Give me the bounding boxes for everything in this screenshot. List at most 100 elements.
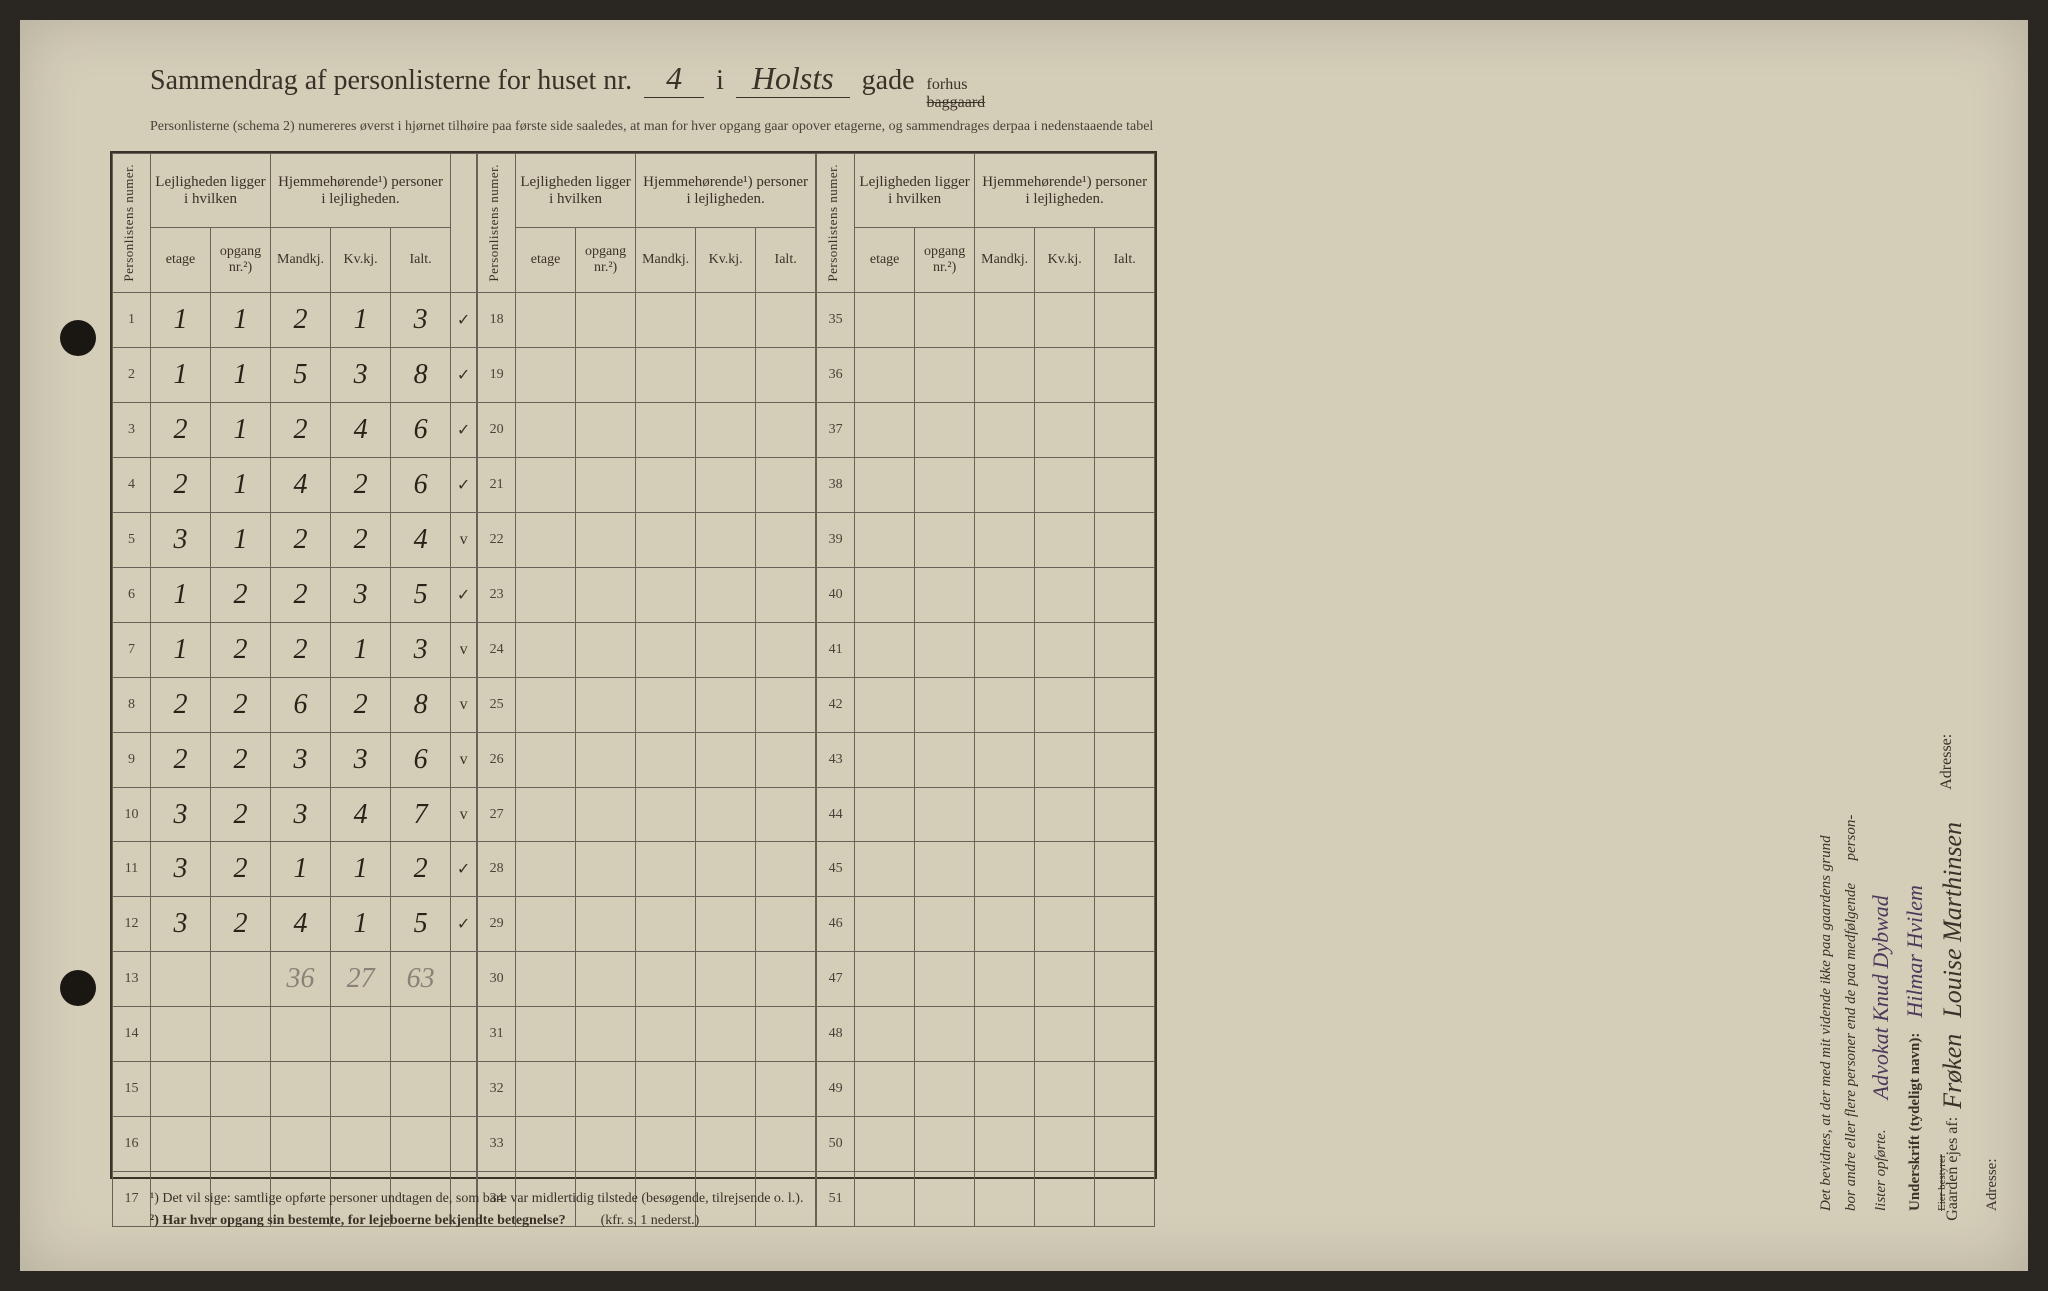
cell-i <box>1095 732 1155 787</box>
row-number: 50 <box>817 1117 855 1172</box>
row-number: 9 <box>113 732 151 787</box>
cell-m <box>975 1172 1035 1227</box>
cell-k <box>696 457 756 512</box>
cell-opgang <box>211 1117 271 1172</box>
ledger-tables: Personlistens numer. Lejligheden ligger i… <box>110 151 1157 1179</box>
cell-opgang <box>915 842 975 897</box>
table-row: 712213v <box>113 622 477 677</box>
col-personlistens: Personlistens numer. <box>823 158 843 288</box>
cell-i: 8 <box>391 677 451 732</box>
cell-opgang <box>576 292 636 347</box>
cell-etage: 3 <box>151 787 211 842</box>
street-name: Holsts <box>736 60 850 98</box>
cell-i <box>1095 292 1155 347</box>
cell-k <box>696 567 756 622</box>
colgroup-hjemme: Hjemmehørende¹) personer i lejligheden. <box>271 154 451 228</box>
cell-opgang: 1 <box>211 292 271 347</box>
cell-i <box>756 1117 816 1172</box>
row-number: 11 <box>113 842 151 897</box>
table-row: 48 <box>817 1007 1155 1062</box>
cell-i: 4 <box>391 512 451 567</box>
cell-check: ✓ <box>451 842 477 897</box>
row-number: 12 <box>113 897 151 952</box>
cell-opgang <box>576 732 636 787</box>
col-kvkj: Kv.kj. <box>1035 228 1095 293</box>
cell-etage <box>151 952 211 1007</box>
cell-etage: 2 <box>151 677 211 732</box>
table-row: 27 <box>478 787 816 842</box>
table-row: 39 <box>817 512 1155 567</box>
table-row: 42 <box>817 677 1155 732</box>
cell-opgang <box>576 952 636 1007</box>
cell-k: 3 <box>331 347 391 402</box>
row-number: 4 <box>113 457 151 512</box>
colgroup-lejlighed: Lejligheden ligger i hvilken <box>516 154 636 228</box>
cell-m <box>975 1062 1035 1117</box>
col-etage: etage <box>516 228 576 293</box>
cell-check <box>451 1062 477 1117</box>
cell-m <box>975 842 1035 897</box>
cell-m <box>975 292 1035 347</box>
table-row: 822628v <box>113 677 477 732</box>
table-row: 21 <box>478 457 816 512</box>
cell-etage <box>855 842 915 897</box>
cell-i <box>756 1062 816 1117</box>
cell-etage <box>855 677 915 732</box>
cell-k: 1 <box>331 292 391 347</box>
row-number: 39 <box>817 512 855 567</box>
table-row: 29 <box>478 897 816 952</box>
cell-etage: 3 <box>151 897 211 952</box>
cell-opgang <box>915 512 975 567</box>
cell-etage <box>151 1062 211 1117</box>
table-row: 16 <box>113 1117 477 1172</box>
table-row: 18 <box>478 292 816 347</box>
cell-etage <box>516 402 576 457</box>
cell-etage <box>855 1172 915 1227</box>
cell-etage <box>855 347 915 402</box>
cell-m <box>975 787 1035 842</box>
row-number: 6 <box>113 567 151 622</box>
cell-etage: 2 <box>151 457 211 512</box>
cell-i <box>756 567 816 622</box>
table-row: 922336v <box>113 732 477 787</box>
cell-etage <box>516 897 576 952</box>
cell-etage <box>855 622 915 677</box>
cell-k <box>696 622 756 677</box>
row-number: 15 <box>113 1062 151 1117</box>
table-row: 28 <box>478 842 816 897</box>
cell-i <box>1095 1117 1155 1172</box>
cell-etage <box>855 567 915 622</box>
col-ialt: Ialt. <box>756 228 816 293</box>
cell-k <box>1035 842 1095 897</box>
option-forhus: forhus <box>927 76 986 94</box>
table-row: 33 <box>478 1117 816 1172</box>
table-row: 40 <box>817 567 1155 622</box>
table-row: 32 <box>478 1062 816 1117</box>
cell-opgang <box>915 1062 975 1117</box>
cell-i <box>1095 677 1155 732</box>
adresse-label: Adresse: <box>1984 120 2001 1211</box>
cell-m <box>636 1007 696 1062</box>
cell-opgang <box>915 1172 975 1227</box>
cell-etage <box>855 732 915 787</box>
col-kvkj: Kv.kj. <box>331 228 391 293</box>
cell-k: 2 <box>331 677 391 732</box>
table-row: 46 <box>817 897 1155 952</box>
cell-etage <box>516 787 576 842</box>
cell-check: v <box>451 787 477 842</box>
cell-m <box>975 457 1035 512</box>
cell-k <box>696 677 756 732</box>
row-number: 46 <box>817 897 855 952</box>
cell-i <box>1095 622 1155 677</box>
cell-opgang <box>576 567 636 622</box>
cell-m <box>636 787 696 842</box>
cell-m <box>975 952 1035 1007</box>
cell-m <box>636 567 696 622</box>
row-number: 25 <box>478 677 516 732</box>
table-row: 26 <box>478 732 816 787</box>
cell-m <box>975 347 1035 402</box>
table-row: 44 <box>817 787 1155 842</box>
cell-opgang <box>915 347 975 402</box>
row-number: 17 <box>113 1172 151 1227</box>
table-row: 14 <box>113 1007 477 1062</box>
